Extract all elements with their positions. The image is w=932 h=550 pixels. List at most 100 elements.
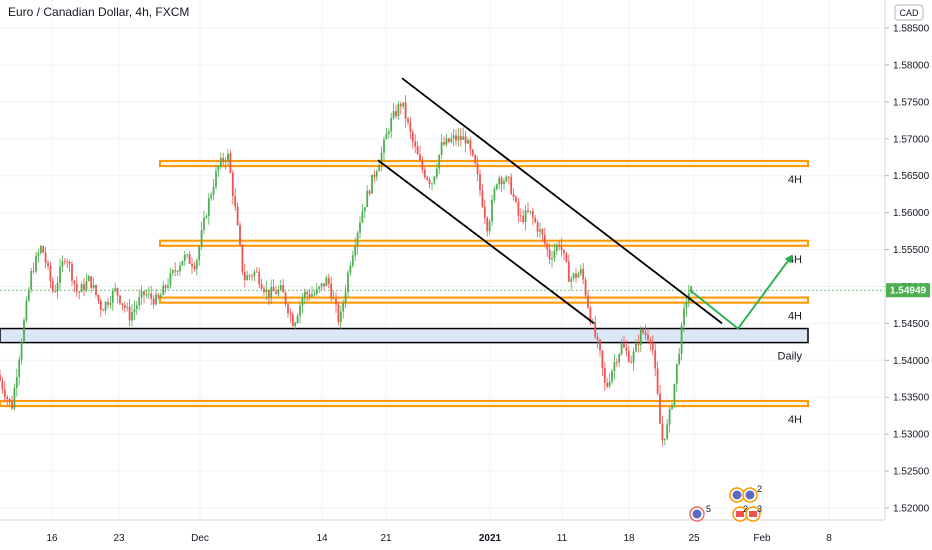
candle-body: [690, 286, 693, 294]
currency-badge[interactable]: CAD: [894, 4, 924, 21]
candle-body: [378, 164, 381, 172]
candle-body: [207, 198, 210, 217]
candle-body: [467, 140, 469, 144]
candle-body: [313, 293, 316, 295]
candle-body: [227, 153, 229, 161]
candle-body: [119, 295, 121, 304]
candle-body: [66, 261, 69, 263]
candle-body: [102, 309, 105, 311]
candle-body: [200, 230, 203, 247]
candle-body: [157, 294, 160, 298]
candle-body: [666, 424, 669, 439]
x-tick-label: 2021: [479, 533, 502, 544]
candle-body: [289, 313, 292, 315]
candle-body: [126, 306, 129, 308]
candle-body: [131, 312, 133, 321]
candle-body: [13, 387, 16, 409]
candle-body: [51, 281, 54, 292]
candle-body: [75, 283, 78, 292]
candle-body: [167, 285, 169, 288]
candle-body: [323, 283, 325, 287]
candle-body: [469, 140, 472, 150]
candle-body: [87, 276, 90, 282]
candle-body: [37, 252, 40, 256]
candle-body: [606, 382, 609, 387]
candle-body: [359, 222, 361, 233]
projection-arrow: [689, 254, 793, 330]
earth-icon[interactable]: 2: [729, 484, 762, 503]
candle-body: [572, 273, 575, 279]
candle-body: [150, 293, 153, 299]
candle-body: [500, 177, 503, 185]
candle-body: [531, 211, 534, 218]
candle-body: [169, 272, 172, 286]
flag-icon[interactable]: 2: [732, 504, 748, 522]
candle-body: [78, 291, 81, 293]
y-tick-label: 1.53000: [893, 430, 930, 441]
candle-body: [248, 275, 251, 277]
channel-lower-line: [377, 159, 595, 325]
candle-body: [579, 269, 582, 274]
candle-body: [107, 301, 109, 305]
candle-body: [318, 286, 321, 290]
candle-body: [138, 297, 141, 306]
candle-body: [474, 155, 477, 164]
zone-4h-low-label: 4H: [788, 311, 802, 323]
event-count: 5: [706, 504, 711, 514]
candle-body: [625, 347, 628, 352]
candle-body: [231, 172, 234, 197]
time-axis[interactable]: 16 23 Dec 14 21 2021 11 18 25 Feb 8: [46, 533, 832, 544]
event-icons[interactable]: 5 2 2 3: [689, 484, 762, 522]
candle-body: [217, 166, 220, 171]
candle-body: [267, 289, 270, 298]
earth-icon[interactable]: 5: [689, 504, 711, 522]
candle-body: [299, 305, 301, 317]
candle-body: [570, 278, 573, 282]
candle-body: [291, 314, 294, 327]
candle-body: [171, 270, 174, 273]
candle-body: [423, 169, 426, 178]
candle-body: [529, 211, 532, 212]
flag-icon[interactable]: 3: [745, 504, 762, 522]
candle-body: [541, 229, 544, 235]
candle-body: [510, 177, 513, 195]
candle-body: [239, 224, 241, 245]
candle-body: [356, 232, 359, 247]
candle-body: [1, 380, 4, 390]
candle-body: [404, 102, 407, 119]
candle-body: [623, 343, 625, 348]
candle-body: [270, 287, 273, 298]
candle-body: [471, 149, 474, 156]
candle-body: [479, 174, 481, 191]
y-tick-label: 1.57000: [893, 134, 930, 145]
candle-body: [198, 246, 201, 261]
trend-lines: [377, 77, 723, 325]
candle-body: [284, 292, 287, 305]
x-tick-label: Feb: [753, 533, 771, 544]
candle-body: [402, 102, 405, 107]
candle-body: [347, 272, 349, 292]
candle-body: [44, 252, 47, 263]
x-tick-label: 18: [623, 533, 635, 544]
candle-body: [246, 275, 249, 281]
candle-body: [486, 217, 489, 232]
candle-body: [104, 301, 107, 311]
candle-body: [85, 281, 88, 291]
candle-body: [435, 168, 438, 177]
candle-body: [83, 284, 85, 291]
candle-body: [63, 261, 66, 262]
y-tick-label: 1.56500: [893, 171, 930, 182]
zone-4h-mid-label: 4H: [788, 254, 802, 266]
candle-body: [296, 316, 299, 323]
candle-body: [615, 361, 618, 363]
candle-body: [27, 289, 30, 301]
candle-body: [656, 368, 659, 394]
candle-body: [210, 194, 213, 199]
candle-body: [8, 398, 11, 402]
candle-body: [277, 289, 280, 294]
candle-body: [366, 191, 369, 208]
candle-body: [330, 283, 333, 299]
candle-body: [543, 234, 546, 244]
